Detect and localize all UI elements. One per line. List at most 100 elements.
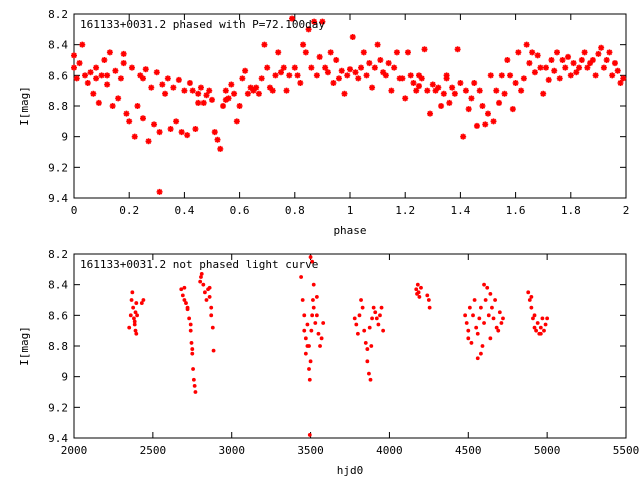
data-point bbox=[316, 331, 321, 336]
data-point bbox=[333, 57, 340, 63]
data-point bbox=[137, 72, 144, 79]
data-point bbox=[308, 359, 313, 364]
data-point bbox=[488, 291, 493, 296]
data-point bbox=[573, 69, 580, 76]
data-point bbox=[565, 53, 572, 60]
data-point bbox=[551, 67, 558, 74]
data-point bbox=[195, 99, 202, 106]
data-point bbox=[475, 356, 480, 361]
x-tick-label: 0.2 bbox=[119, 204, 139, 217]
data-point bbox=[446, 99, 453, 106]
data-point bbox=[300, 41, 307, 48]
data-point bbox=[581, 49, 588, 56]
data-point bbox=[482, 321, 486, 325]
data-point bbox=[239, 75, 246, 82]
data-point bbox=[305, 322, 310, 327]
y-tick-label: 9 bbox=[61, 131, 68, 144]
data-point bbox=[598, 44, 605, 51]
data-point bbox=[537, 64, 544, 71]
data-point bbox=[449, 84, 456, 91]
data-point bbox=[371, 64, 378, 71]
data-point bbox=[164, 75, 171, 82]
data-point bbox=[538, 331, 543, 336]
data-point bbox=[600, 64, 607, 71]
data-point bbox=[307, 377, 312, 382]
data-point bbox=[314, 295, 319, 299]
data-point bbox=[313, 321, 318, 325]
data-point bbox=[148, 84, 155, 91]
data-point bbox=[186, 80, 193, 86]
data-point bbox=[302, 49, 309, 56]
data-point bbox=[556, 75, 563, 82]
y-tick-label: 8.6 bbox=[48, 309, 68, 322]
data-point bbox=[73, 75, 80, 82]
data-point bbox=[188, 322, 193, 327]
data-point bbox=[540, 316, 545, 321]
x-tick-label: 1.4 bbox=[450, 204, 470, 217]
data-point bbox=[98, 72, 105, 79]
data-point bbox=[518, 87, 525, 94]
data-point bbox=[391, 64, 398, 71]
data-point bbox=[378, 313, 382, 318]
data-point bbox=[545, 76, 552, 83]
data-point bbox=[95, 99, 102, 106]
data-point bbox=[335, 75, 342, 82]
data-point bbox=[349, 34, 356, 40]
plot-frame bbox=[73, 13, 627, 199]
data-point bbox=[153, 69, 160, 76]
data-point bbox=[321, 321, 326, 325]
data-point bbox=[307, 433, 312, 437]
data-point bbox=[534, 328, 539, 333]
data-point bbox=[173, 118, 180, 125]
y-tick-label: 9.4 bbox=[48, 432, 68, 445]
data-point bbox=[184, 132, 191, 139]
data-point bbox=[134, 331, 139, 336]
data-point bbox=[132, 322, 137, 327]
data-point bbox=[347, 66, 353, 73]
data-point bbox=[509, 106, 516, 113]
x-axis-label: phase bbox=[333, 224, 366, 237]
data-point bbox=[338, 67, 345, 74]
data-point bbox=[179, 287, 184, 292]
data-point bbox=[435, 84, 442, 91]
data-point bbox=[181, 87, 188, 94]
data-point bbox=[313, 72, 320, 79]
data-point bbox=[497, 310, 502, 315]
data-point bbox=[82, 72, 89, 79]
data-point bbox=[140, 115, 146, 122]
data-point bbox=[294, 72, 301, 79]
data-point bbox=[307, 344, 311, 348]
data-point bbox=[132, 316, 136, 321]
x-tick-label: 3500 bbox=[297, 444, 324, 457]
data-point bbox=[283, 87, 290, 94]
data-point bbox=[374, 316, 379, 321]
data-point bbox=[207, 295, 212, 299]
data-point bbox=[299, 275, 304, 279]
data-point bbox=[479, 351, 483, 356]
data-point bbox=[507, 72, 514, 79]
data-point bbox=[498, 72, 505, 79]
data-point bbox=[190, 347, 195, 351]
data-point bbox=[129, 298, 134, 302]
data-point bbox=[319, 18, 326, 25]
data-point bbox=[532, 325, 537, 330]
data-point bbox=[529, 295, 534, 299]
data-point bbox=[429, 81, 436, 88]
data-point bbox=[482, 282, 486, 287]
data-point bbox=[79, 41, 86, 48]
data-point bbox=[109, 103, 116, 109]
data-point bbox=[225, 95, 232, 102]
data-point bbox=[126, 118, 133, 125]
data-point bbox=[592, 72, 599, 79]
data-point bbox=[242, 67, 249, 74]
data-point bbox=[542, 64, 549, 71]
chart-title: 161133+0031.2 phased with P=72.100day bbox=[80, 18, 325, 31]
data-point bbox=[617, 80, 624, 86]
phased-light-curve-panel: 0 0.2 0.4 0.6 0.8 1 1.2 1.4 1.6 1.8 2 8.2 8.4 8.6 8.8 9… bbox=[18, 8, 629, 237]
data-point bbox=[316, 53, 323, 60]
data-point bbox=[360, 49, 367, 56]
data-point bbox=[499, 321, 504, 325]
data-point bbox=[419, 285, 423, 290]
data-point bbox=[584, 64, 591, 71]
data-point bbox=[266, 84, 273, 91]
